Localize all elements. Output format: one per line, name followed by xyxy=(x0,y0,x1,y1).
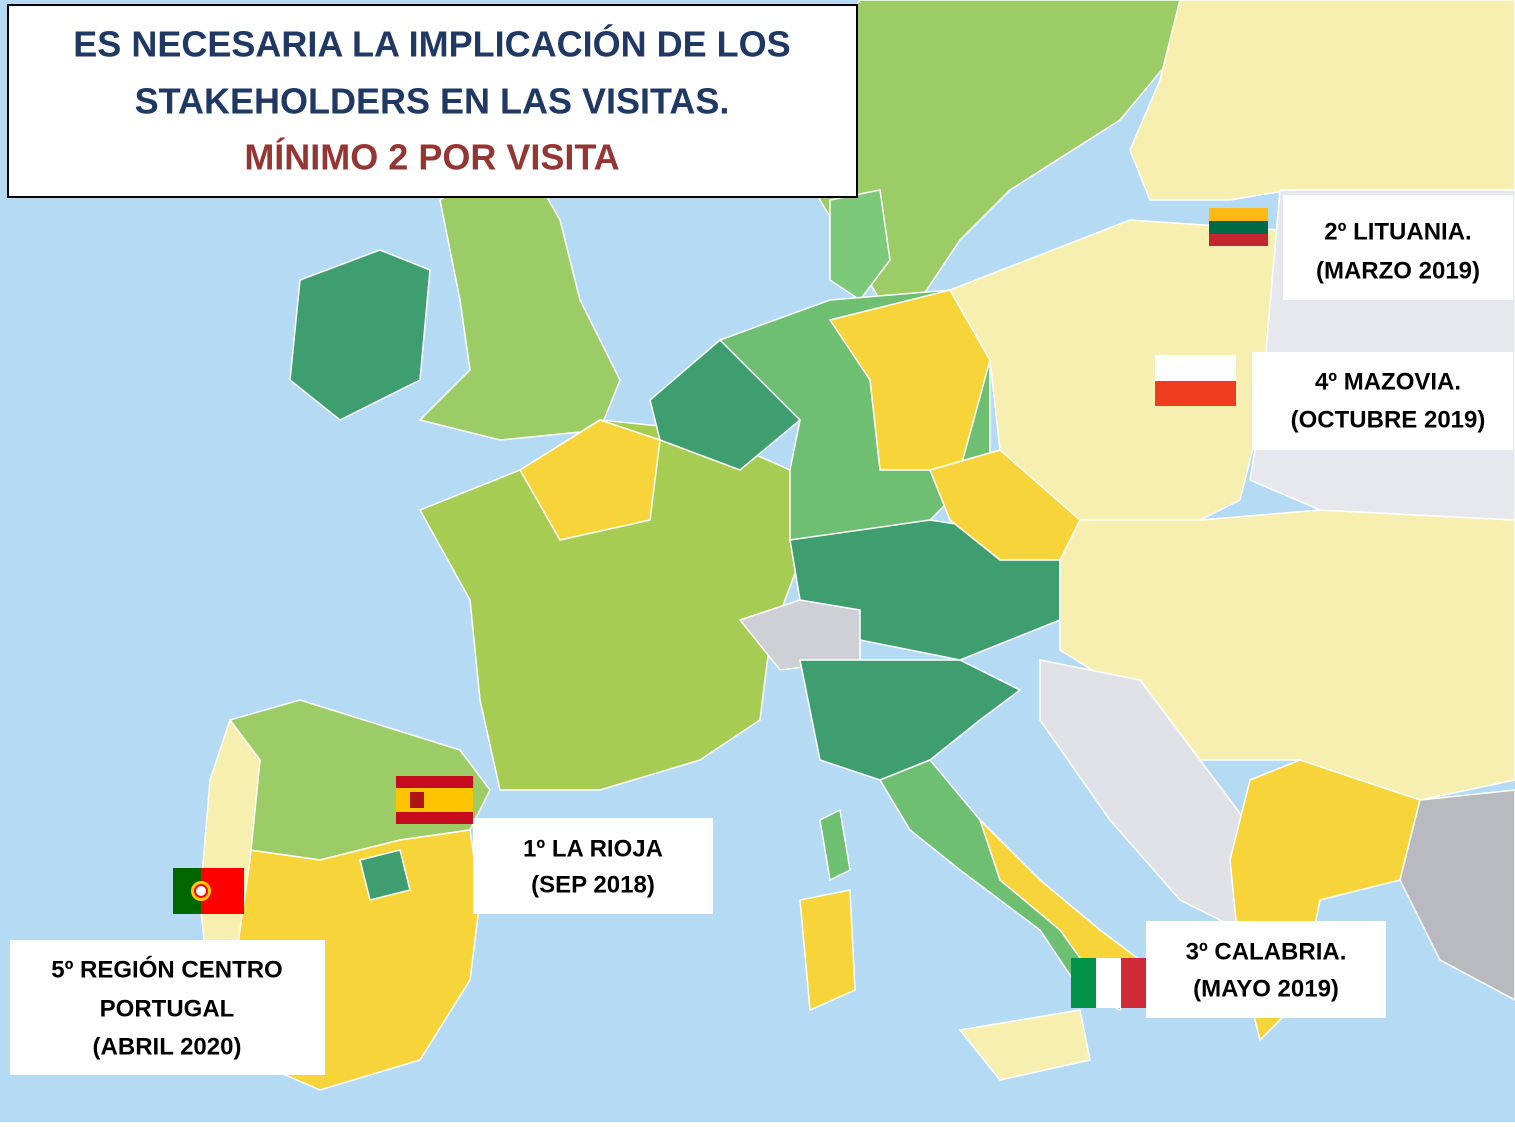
flag-portugal xyxy=(173,868,244,914)
slide: ES NECESARIA LA IMPLICACIÓN DE LOS STAKE… xyxy=(0,0,1515,1122)
visit-label: (ABRIL 2020) xyxy=(93,1033,242,1060)
visit-label: (MAYO 2019) xyxy=(1193,975,1339,1002)
visit-label: 2º LITUANIA. xyxy=(1324,218,1471,245)
title-line: STAKEHOLDERS EN LAS VISITAS. xyxy=(135,81,730,122)
flag-poland xyxy=(1155,355,1236,406)
la-rioja xyxy=(360,850,410,900)
visit-label: PORTUGAL xyxy=(100,995,235,1022)
label-box xyxy=(1252,352,1513,450)
visit-label: 4º MAZOVIA. xyxy=(1315,368,1461,395)
visit-label: (MARZO 2019) xyxy=(1316,257,1480,284)
sardinia xyxy=(800,890,855,1010)
title-highlight: MÍNIMO 2 POR VISITA xyxy=(244,137,619,178)
visit-label: (SEP 2018) xyxy=(531,871,655,898)
label-box xyxy=(1146,921,1386,1018)
flag-spain xyxy=(396,776,473,824)
visit-label: 3º CALABRIA. xyxy=(1186,938,1347,965)
flag-lithuania xyxy=(1209,208,1268,246)
visit-label: 5º REGIÓN CENTRO xyxy=(51,955,282,983)
title-line: ES NECESARIA LA IMPLICACIÓN DE LOS xyxy=(73,23,790,65)
label-box xyxy=(473,818,713,914)
finland-baltic-north xyxy=(1130,0,1515,200)
visit-label: 1º LA RIOJA xyxy=(523,835,663,862)
visit-label: (OCTUBRE 2019) xyxy=(1291,406,1486,433)
flag-italy xyxy=(1071,958,1146,1008)
